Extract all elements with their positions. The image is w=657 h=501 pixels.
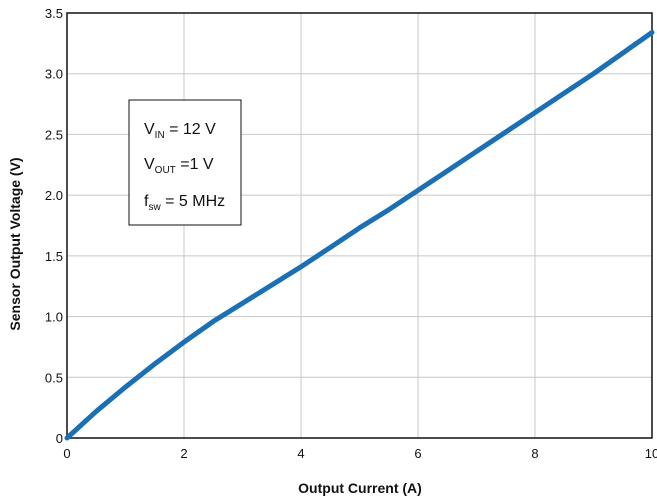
y-tick-label: 0 xyxy=(56,431,63,446)
annotation-vin: VIN = 12 V xyxy=(144,121,216,141)
y-tick-label: 3.0 xyxy=(45,67,63,82)
y-axis-title: Sensor Output Voltage (V) xyxy=(7,157,23,330)
plot-frame xyxy=(66,12,653,439)
annotation-vout: VOUT =1 V xyxy=(144,156,214,176)
grid xyxy=(67,13,652,438)
y-tick-label: 3.5 xyxy=(45,6,63,21)
y-tick-label: 2.5 xyxy=(45,127,63,142)
y-tick-label: 2.0 xyxy=(45,188,63,203)
x-tick-label: 8 xyxy=(531,446,538,461)
x-tick-label: 4 xyxy=(297,446,304,461)
y-tick-label: 1.0 xyxy=(45,310,63,325)
y-tick-label: 0.5 xyxy=(45,370,63,385)
x-tick-label: 0 xyxy=(63,446,70,461)
x-tick-label: 6 xyxy=(414,446,421,461)
tick-labels: 0 2 4 6 8 10 0 0.5 1.0 1.5 2.0 2.5 3.0 3.5 xyxy=(45,6,657,461)
annotation-box: VIN = 12 V VOUT =1 V fsw = 5 MHz xyxy=(128,99,242,226)
x-tick-label: 2 xyxy=(180,446,187,461)
y-tick-label: 1.5 xyxy=(45,249,63,264)
annotation-fsw: fsw = 5 MHz xyxy=(144,193,225,213)
x-axis-title: Output Current (A) xyxy=(298,480,422,496)
x-tick-label: 10 xyxy=(645,446,657,461)
series-line xyxy=(64,29,655,441)
